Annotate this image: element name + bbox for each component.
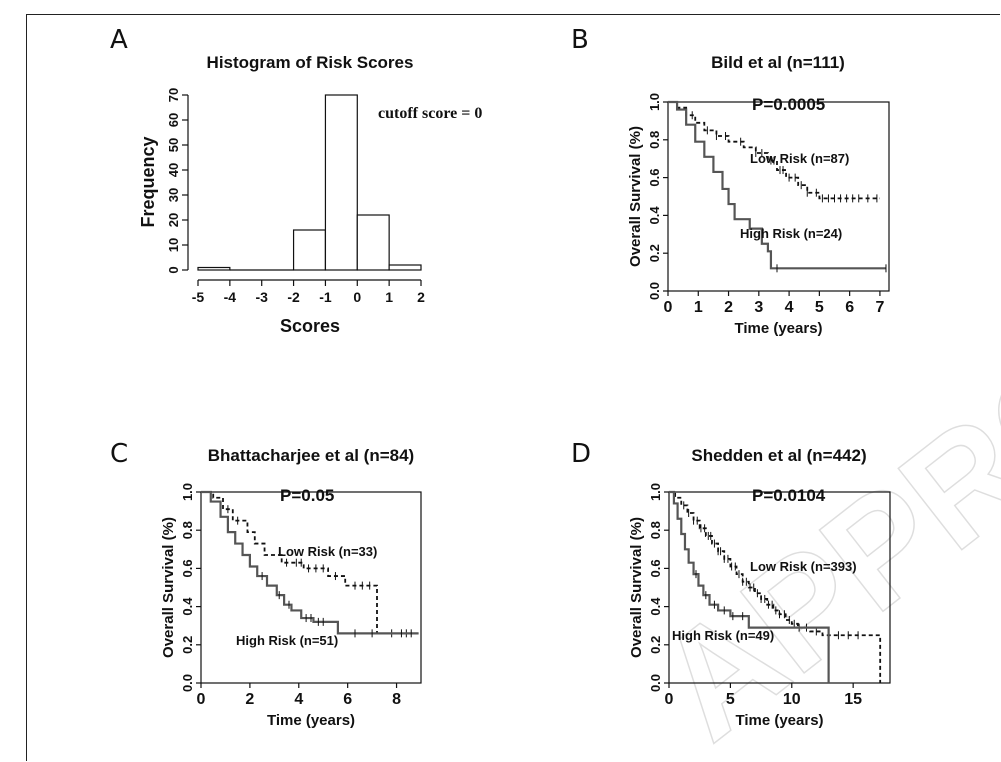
y-tick-label: 0.8 xyxy=(180,521,195,539)
y-tick-label: 0.2 xyxy=(647,244,662,262)
chart-title: Shedden et al (n=442) xyxy=(691,446,866,465)
x-tick-label: 2 xyxy=(417,289,425,305)
y-tick-label: 0.6 xyxy=(648,559,663,577)
x-tick-label: 7 xyxy=(875,299,884,316)
y-tick-label: 0.8 xyxy=(648,521,663,539)
watermark-text: APPROVED xyxy=(627,120,1001,762)
histogram-bar xyxy=(324,94,358,271)
y-tick-label: 30 xyxy=(166,188,181,202)
x-tick-label: -2 xyxy=(287,289,300,305)
x-tick-label: 2 xyxy=(245,691,254,708)
y-tick-label: 0.4 xyxy=(648,597,663,616)
panel-letter-c: C xyxy=(110,439,128,469)
x-axis-label: Scores xyxy=(280,316,340,336)
y-tick-label: 70 xyxy=(166,88,181,102)
y-tick-label: 0.6 xyxy=(647,169,662,187)
x-tick-label: 5 xyxy=(726,691,735,708)
histogram-bar xyxy=(388,264,422,271)
figure-frame xyxy=(26,14,1000,761)
histogram-bar xyxy=(292,229,327,271)
panel-letter-a: A xyxy=(110,25,128,55)
x-tick-label: -3 xyxy=(255,289,268,305)
y-axis-label: Frequency xyxy=(138,136,158,227)
cutoff-annotation: cutoff score = 0 xyxy=(378,105,482,122)
y-tick-label: 10 xyxy=(166,238,181,252)
x-tick-label: -5 xyxy=(192,289,205,305)
y-tick-label: 1.0 xyxy=(647,93,662,111)
y-tick-label: 0 xyxy=(166,266,181,273)
x-tick-label: 4 xyxy=(785,299,794,316)
high-risk-curve xyxy=(668,100,886,270)
panel-letter-b: B xyxy=(571,25,589,55)
y-tick-label: 1.0 xyxy=(180,483,195,501)
chart-title: Bild et al (n=111) xyxy=(711,53,845,72)
low-risk-curve xyxy=(201,491,419,635)
x-tick-label: 0 xyxy=(665,691,674,708)
x-tick-label: -4 xyxy=(224,289,237,305)
x-tick-label: 10 xyxy=(783,691,801,708)
y-tick-label: 0.0 xyxy=(648,674,663,692)
y-tick-label: 0.4 xyxy=(647,206,662,225)
p-value: P=0.0104 xyxy=(752,486,826,505)
y-tick-label: 1.0 xyxy=(648,483,663,501)
high-risk-label: High Risk (n=24) xyxy=(740,226,842,241)
x-tick-label: 4 xyxy=(294,691,303,708)
histogram-panel: Histogram of Risk Scores cutoff score = 0… xyxy=(138,53,482,336)
y-axis-label: Overall Survival (%) xyxy=(628,517,645,658)
km-panel-shedden: Shedden et al (n=442) P=0.0104 0 5 10 15 Time … xyxy=(628,446,891,729)
y-tick-label: 0.2 xyxy=(648,636,663,654)
chart-title: Histogram of Risk Scores xyxy=(207,53,414,72)
x-axis-label: Time (years) xyxy=(735,712,823,729)
x-tick-label: 5 xyxy=(815,299,824,316)
x-axis-label: Time (years) xyxy=(734,320,822,337)
x-tick-label: 0 xyxy=(664,299,673,316)
p-value: P=0.05 xyxy=(280,486,334,505)
km-panel-bild: Bild et al (n=111) P=0.0005 0 1 2 3 4 5 6 7 Time (… xyxy=(627,53,890,337)
x-tick-label: 6 xyxy=(343,691,352,708)
y-tick-label: 0.4 xyxy=(180,597,195,616)
y-tick-label: 0.2 xyxy=(180,636,195,654)
x-tick-label: -1 xyxy=(319,289,332,305)
y-tick-label: 60 xyxy=(166,113,181,127)
y-tick-label: 20 xyxy=(166,213,181,227)
low-risk-label: Low Risk (n=393) xyxy=(750,559,857,574)
plot-frame xyxy=(200,491,422,684)
x-axis-label: Time (years) xyxy=(267,712,355,729)
x-tick-label: 3 xyxy=(754,299,763,316)
panel-letter-d: D xyxy=(571,439,591,469)
plot-frame xyxy=(668,491,891,684)
low-risk-curve xyxy=(669,491,882,683)
y-axis-label: Overall Survival (%) xyxy=(160,517,177,658)
y-tick-label: 40 xyxy=(166,163,181,177)
high-risk-curve xyxy=(669,490,830,683)
y-tick-label: 0.0 xyxy=(180,674,195,692)
x-tick-label: 1 xyxy=(385,289,393,305)
plot-frame xyxy=(667,101,890,292)
histogram-bar xyxy=(197,266,231,271)
chart-title: Bhattacharjee et al (n=84) xyxy=(208,446,414,465)
low-risk-curve xyxy=(668,101,880,200)
y-tick-label: 0.6 xyxy=(180,559,195,577)
y-tick-label: 0.8 xyxy=(647,131,662,149)
x-tick-label: 0 xyxy=(353,289,361,305)
km-panel-bhattacharjee: Bhattacharjee et al (n=84) P=0.05 0 2 4 6 8 Tim… xyxy=(160,446,422,729)
x-tick-label: 15 xyxy=(844,691,862,708)
p-value: P=0.0005 xyxy=(752,95,825,114)
x-tick-label: 8 xyxy=(392,691,401,708)
histogram-bar xyxy=(356,214,390,271)
high-risk-label: High Risk (n=51) xyxy=(236,633,338,648)
low-risk-label: Low Risk (n=33) xyxy=(278,544,377,559)
y-axis-label: Overall Survival (%) xyxy=(627,126,644,267)
x-tick-label: 1 xyxy=(694,299,703,316)
x-tick-label: 0 xyxy=(197,691,206,708)
x-tick-label: 6 xyxy=(845,299,854,316)
y-tick-label: 0.0 xyxy=(647,282,662,300)
low-risk-label: Low Risk (n=87) xyxy=(750,151,849,166)
high-risk-label: High Risk (n=49) xyxy=(672,628,774,643)
y-tick-label: 50 xyxy=(166,138,181,152)
x-tick-label: 2 xyxy=(724,299,733,316)
